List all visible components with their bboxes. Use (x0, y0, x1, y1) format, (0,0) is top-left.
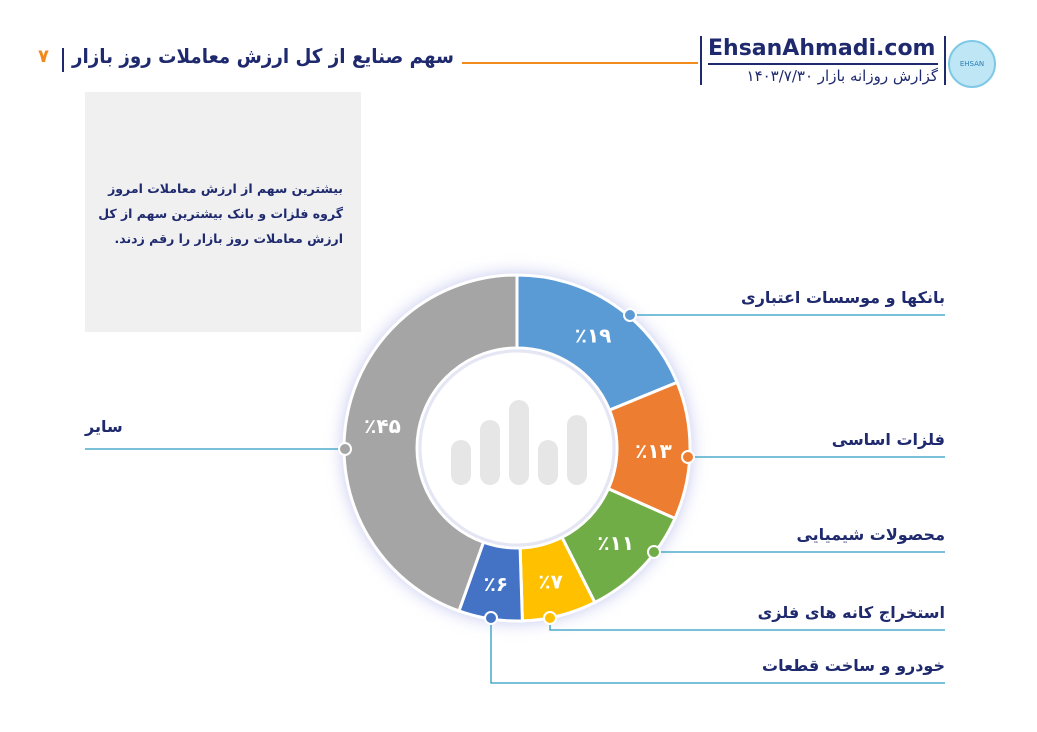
callout-dot (681, 450, 695, 464)
legend-label: بانکها و موسسات اعتباری (741, 288, 945, 307)
note-text: بیشترین سهم از ارزش معاملات امروز گروه ف… (98, 181, 343, 246)
chart-icon-bar (567, 415, 587, 485)
callout-dot (543, 611, 557, 625)
report-subtitle: گزارش روزانه بازار ۱۴۰۳/۷/۳۰ (746, 67, 938, 85)
data-label: ٪۱۳ (635, 439, 672, 463)
site-name[interactable]: EhsanAhmadi.com (708, 36, 938, 65)
logo-text: EHSAN (959, 60, 985, 68)
data-label: ٪۶ (484, 572, 508, 596)
chart-icon-bar (451, 440, 471, 485)
callout-dot (647, 545, 661, 559)
data-label: ٪۴۵ (364, 414, 401, 438)
legend-label: سایر (85, 417, 123, 436)
divider (62, 48, 64, 72)
callout-dot (484, 611, 498, 625)
legend-label: محصولات شیمیایی (796, 525, 945, 544)
slice-5 (342, 273, 519, 613)
chart-icon-bar (480, 420, 500, 485)
title-box: سهم صنایع از کل ارزش معاملات روز بازار (72, 44, 454, 74)
callout-dot (338, 442, 352, 456)
legend-label: خودرو و ساخت قطعات (762, 656, 945, 675)
chart-icon-bar (538, 440, 558, 485)
page-title: سهم صنایع از کل ارزش معاملات روز بازار (71, 44, 454, 68)
brand-block: EhsanAhmadi.com گزارش روزانه بازار ۱۴۰۳/… (700, 36, 946, 85)
logo-icon: EHSAN (948, 40, 996, 88)
legend-label: فلزات اساسی (831, 430, 945, 449)
header-line (462, 62, 698, 64)
data-label: ٪۱۱ (597, 531, 634, 555)
callout-dot (623, 308, 637, 322)
chart-icon-bar (509, 400, 529, 485)
note-box: بیشترین سهم از ارزش معاملات امروز گروه ف… (85, 92, 361, 332)
data-label: ٪۱۹ (575, 324, 612, 348)
data-label: ٪۷ (538, 569, 562, 593)
leader-line (490, 618, 945, 684)
legend-label: استخراج کانه های فلزی (757, 603, 945, 622)
page-number: ۷ (38, 46, 49, 67)
